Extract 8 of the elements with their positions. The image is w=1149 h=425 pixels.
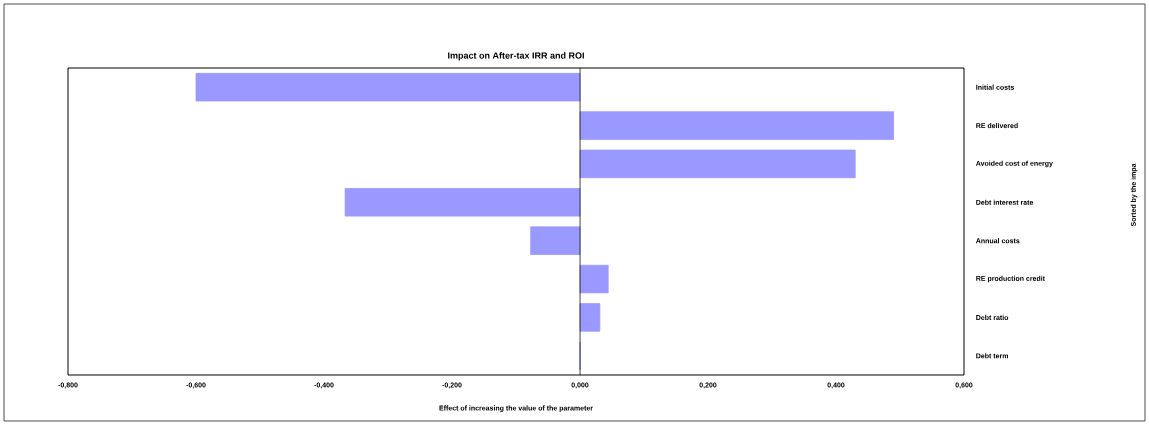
bar xyxy=(579,303,601,332)
bar xyxy=(344,188,581,217)
bar xyxy=(195,72,581,102)
bar xyxy=(579,111,894,140)
chart-title: Impact on After-tax IRR and ROI xyxy=(448,52,584,61)
bar xyxy=(579,149,856,179)
bar xyxy=(530,226,581,255)
bar xyxy=(579,264,609,294)
